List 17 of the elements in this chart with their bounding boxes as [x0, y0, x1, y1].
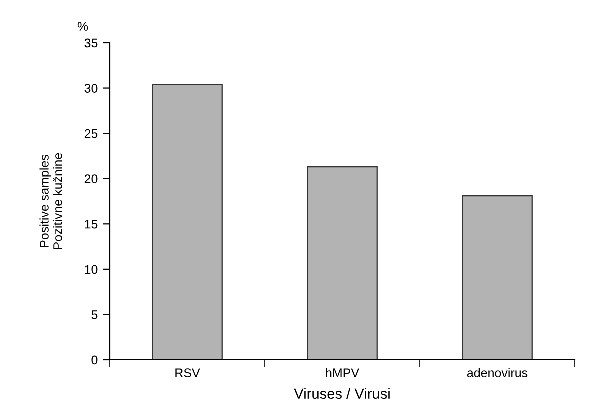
y-tick-label: 15	[85, 220, 98, 229]
y-tick-label: 25	[84, 129, 98, 138]
bar	[307, 166, 378, 360]
x-axis-title: Viruses / Virusi	[294, 388, 390, 400]
y-tick-label: 0	[92, 356, 98, 365]
bar	[462, 196, 533, 360]
y-axis-title: Positive samples Pozitivne kužnine	[40, 153, 62, 250]
bar	[152, 84, 223, 360]
y-tick-label: 30	[84, 84, 98, 93]
x-tick-label: RSV	[176, 368, 200, 378]
text: %	[78, 22, 88, 31]
y-tick-label: 35	[84, 38, 98, 48]
y-tick-label: 5	[92, 310, 98, 320]
x-tick-label: hMPV	[326, 368, 360, 378]
x-tick-label: adenovirus	[467, 368, 528, 378]
y-tick-label: 20	[84, 174, 98, 184]
y-tick-label: 10	[85, 265, 98, 274]
